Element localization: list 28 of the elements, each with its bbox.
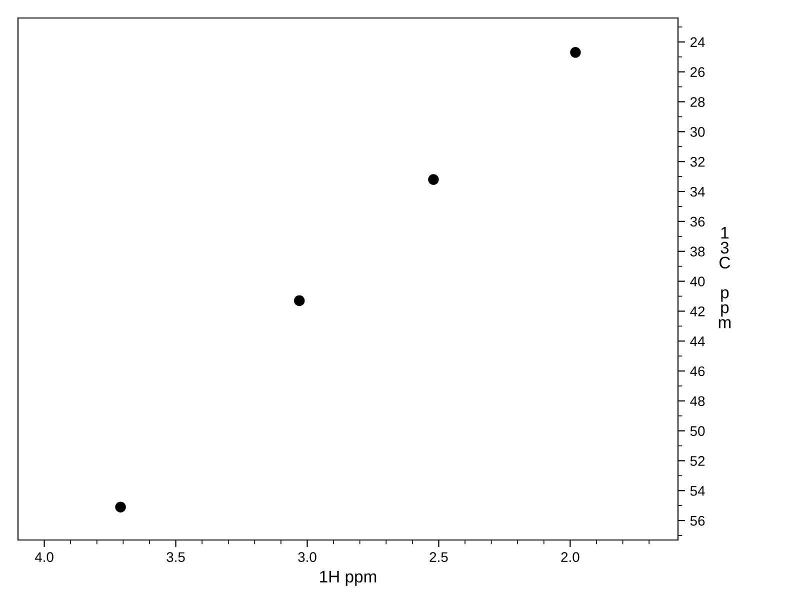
point: [115, 502, 126, 512]
text: 13C ppm: [718, 227, 731, 328]
y-tick-label: 44: [690, 336, 705, 346]
x-tick-label: 3.0: [298, 552, 316, 562]
y-tick-label: 26: [690, 67, 705, 78]
y-tick-label: 52: [690, 456, 705, 466]
point: [428, 174, 439, 185]
y-tick-label: 30: [690, 127, 705, 137]
y-tick-label: 32: [690, 156, 705, 167]
y-tick-label: 36: [690, 216, 705, 227]
y-tick-label: 40: [690, 276, 705, 286]
y-tick-label: 24: [690, 37, 705, 47]
x-axis-title: 1H ppm: [320, 570, 376, 586]
y-tick-label: 50: [690, 426, 705, 436]
y-tick-label: 34: [690, 186, 705, 197]
y-tick-label: 46: [690, 366, 705, 376]
x-tick-label: 2.0: [561, 552, 580, 562]
x-tick-label: 4.0: [34, 552, 54, 562]
point: [570, 47, 581, 58]
y-tick-label: 54: [690, 486, 705, 496]
y-tick-label: 38: [690, 246, 705, 256]
y-tick-label: 48: [690, 396, 705, 406]
y-tick-label: 28: [690, 97, 705, 107]
y-tick-label: 42: [690, 306, 705, 316]
x-tick-label: 3.5: [166, 552, 185, 562]
x-tick-label: 2.5: [430, 552, 448, 562]
point: [294, 295, 305, 306]
y-tick-label: 56: [690, 516, 705, 526]
